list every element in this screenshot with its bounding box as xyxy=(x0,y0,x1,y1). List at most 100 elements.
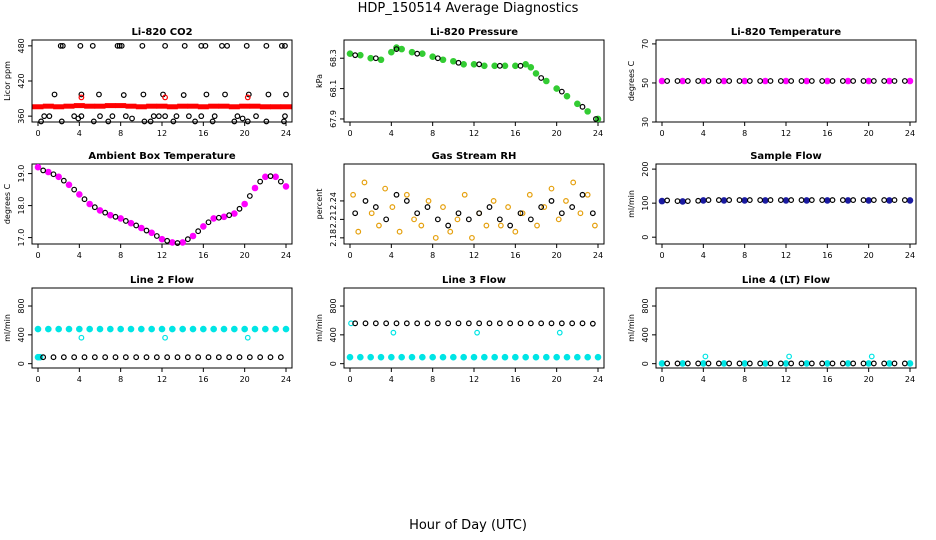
data-point xyxy=(200,223,207,230)
data-point xyxy=(777,197,784,203)
data-point xyxy=(584,191,591,198)
data-point xyxy=(377,353,385,361)
data-point xyxy=(372,55,379,62)
data-point xyxy=(700,360,707,367)
y-axis-label: ml/min xyxy=(315,314,324,342)
data-point xyxy=(282,42,288,49)
data-point xyxy=(138,224,145,232)
data-point xyxy=(389,204,396,210)
data-point xyxy=(715,360,722,367)
data-point xyxy=(411,216,417,223)
panel-title: Line 2 Flow xyxy=(130,275,194,286)
data-point xyxy=(497,222,504,229)
data-point xyxy=(839,78,846,84)
data-point xyxy=(414,320,421,327)
data-point xyxy=(173,113,180,120)
y-tick-label: 68.3 xyxy=(329,49,338,67)
y-axis-label: degrees C xyxy=(3,183,12,224)
data-point xyxy=(445,320,452,327)
data-point xyxy=(162,94,169,101)
data-point xyxy=(788,78,795,84)
y-tick-label: 70 xyxy=(641,39,650,49)
x-tick-label: 12 xyxy=(157,251,167,260)
data-point xyxy=(179,325,186,333)
data-series xyxy=(352,46,599,122)
data-point xyxy=(579,103,586,110)
data-point xyxy=(282,113,288,120)
data-point xyxy=(455,320,462,327)
data-point xyxy=(860,360,867,367)
y-tick-label: 68.1 xyxy=(329,80,338,98)
data-point xyxy=(664,197,671,204)
data-point xyxy=(720,77,728,85)
data-point xyxy=(86,200,93,208)
data-series xyxy=(350,179,598,241)
data-point xyxy=(251,325,259,333)
data-point xyxy=(239,103,251,109)
data-point xyxy=(808,360,815,367)
data-point xyxy=(112,354,119,361)
data-point xyxy=(205,219,212,226)
data-point xyxy=(267,354,274,361)
x-tick-label: 20 xyxy=(240,375,250,384)
data-point xyxy=(189,232,197,240)
panel-title: Li-820 Pressure xyxy=(430,27,518,38)
chart-panel: Line 4 (LT) Flow ml/min 0 4 8 12 16 20 24 0 400 800 xyxy=(627,275,917,384)
data-point xyxy=(112,213,119,220)
data-point xyxy=(146,103,158,109)
data-point xyxy=(593,116,599,122)
data-point xyxy=(844,197,852,204)
data-point xyxy=(906,360,914,367)
data-point xyxy=(107,211,114,219)
data-series xyxy=(664,197,908,205)
data-point xyxy=(798,360,805,367)
data-point xyxy=(96,91,102,98)
data-point xyxy=(798,78,805,84)
data-point xyxy=(592,222,598,229)
data-point xyxy=(162,334,169,341)
data-point xyxy=(465,320,472,327)
data-point xyxy=(553,353,560,361)
data-point xyxy=(376,222,382,229)
data-point xyxy=(476,61,483,68)
x-tick-label: 24 xyxy=(281,251,291,260)
data-point xyxy=(481,353,488,361)
data-point xyxy=(263,118,270,125)
data-point xyxy=(465,216,472,223)
data-point xyxy=(705,78,712,84)
data-point xyxy=(181,42,188,49)
x-tick-label: 24 xyxy=(905,129,915,138)
data-point xyxy=(246,354,253,361)
data-point xyxy=(577,210,584,217)
data-point xyxy=(244,334,251,341)
data-point xyxy=(372,204,379,210)
data-point xyxy=(870,197,877,203)
data-point xyxy=(736,360,743,367)
y-tick-label: 800 xyxy=(17,298,26,313)
data-point xyxy=(522,60,529,68)
data-point xyxy=(224,42,231,49)
data-point xyxy=(450,57,457,65)
data-point xyxy=(906,77,914,85)
data-point xyxy=(122,218,129,224)
data-point xyxy=(819,197,826,203)
data-point xyxy=(195,354,202,361)
data-point xyxy=(32,104,44,110)
data-point xyxy=(782,360,790,367)
data-point xyxy=(57,42,64,49)
data-point xyxy=(372,320,379,327)
data-point xyxy=(185,113,192,120)
data-point xyxy=(158,235,166,243)
data-point xyxy=(860,197,867,203)
data-point xyxy=(169,239,176,246)
data-point xyxy=(164,237,171,244)
x-tick-label: 8 xyxy=(430,129,435,138)
x-tick-label: 20 xyxy=(240,129,250,138)
x-tick-label: 12 xyxy=(781,129,791,138)
data-point xyxy=(59,42,66,49)
data-series xyxy=(40,354,284,361)
data-point xyxy=(720,360,728,367)
data-point xyxy=(352,52,359,59)
data-point xyxy=(84,103,96,109)
data-point xyxy=(174,354,181,361)
